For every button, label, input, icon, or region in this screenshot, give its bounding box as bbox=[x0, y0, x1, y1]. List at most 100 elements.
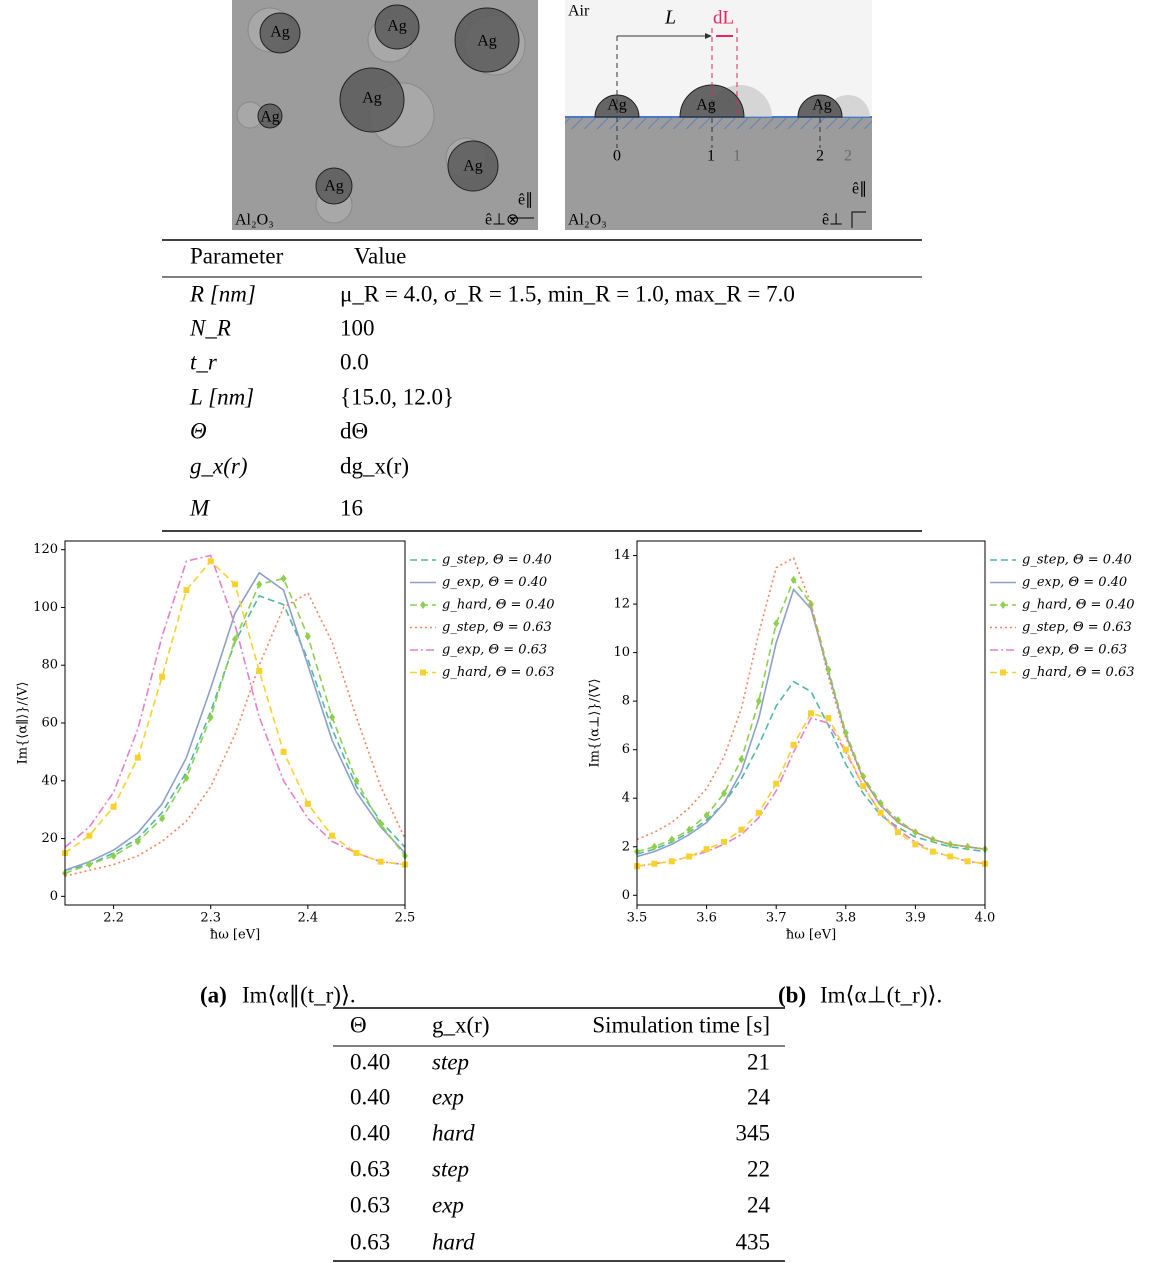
legend-label: g_hard, Θ = 0.63 bbox=[442, 665, 555, 680]
table-cell: exp bbox=[432, 1084, 464, 1109]
table-cell: dg_x(r) bbox=[340, 453, 409, 478]
marker bbox=[183, 587, 190, 594]
marker bbox=[808, 710, 814, 717]
table-cell: step bbox=[432, 1156, 469, 1181]
substrate bbox=[565, 118, 872, 230]
marker bbox=[651, 860, 658, 867]
marker bbox=[183, 773, 190, 782]
marker bbox=[703, 846, 710, 853]
y-tick-label: 40 bbox=[41, 773, 58, 788]
side-view-diagram: Air L dL Ag Ag Ag 0 1 1 2 2 Al₂O₃ ê∥ ê⊥ bbox=[565, 0, 872, 230]
marker bbox=[353, 850, 360, 856]
marker bbox=[420, 601, 426, 609]
y-tick-label: 60 bbox=[41, 716, 58, 731]
y-axis-label: Im{⟨α⊥⟩}/⟨V⟩ bbox=[588, 678, 603, 767]
marker bbox=[721, 838, 727, 845]
table-cell: 24 bbox=[747, 1084, 771, 1109]
legend-label: g_hard, Θ = 0.40 bbox=[442, 598, 555, 613]
marker bbox=[377, 858, 384, 865]
ag-label: Ag bbox=[477, 33, 497, 50]
axis-label: ê⊥ bbox=[822, 212, 843, 229]
table-cell: step bbox=[432, 1049, 469, 1074]
marker bbox=[895, 829, 901, 836]
legend-label: g_exp, Θ = 0.40 bbox=[442, 575, 547, 590]
legend-label: g_hard, Θ = 0.40 bbox=[1022, 598, 1135, 613]
table-cell: 0.0 bbox=[340, 349, 369, 374]
ag-label: Ag bbox=[270, 24, 290, 41]
marker bbox=[329, 713, 336, 722]
table-cell: dΘ bbox=[340, 418, 368, 443]
y-tick-label: 6 bbox=[622, 742, 630, 757]
table-cell: 16 bbox=[340, 495, 363, 520]
marker bbox=[825, 715, 832, 722]
series-line bbox=[64, 560, 406, 866]
table-cell: Θ bbox=[190, 418, 207, 443]
table-cell: hard bbox=[432, 1229, 475, 1254]
marker bbox=[755, 809, 762, 816]
y-tick-label: 12 bbox=[613, 597, 630, 612]
substrate-label: Al₂O₃ bbox=[568, 212, 607, 229]
x-tick-label: 2.2 bbox=[103, 911, 124, 926]
marker bbox=[929, 848, 936, 855]
table-cell: 24 bbox=[747, 1192, 771, 1217]
y-tick-label: 80 bbox=[41, 658, 58, 673]
marker bbox=[207, 558, 214, 565]
shift-lines bbox=[711, 28, 738, 117]
l-arrow-head bbox=[705, 33, 712, 39]
marker bbox=[377, 820, 384, 829]
table-cell: 345 bbox=[736, 1120, 771, 1145]
caption: Im⟨α⊥(t_r)⟩. bbox=[820, 982, 942, 1007]
table-cell: M bbox=[189, 495, 211, 520]
marker bbox=[825, 665, 832, 674]
hatch bbox=[565, 117, 872, 129]
ag-label: Ag bbox=[362, 90, 382, 107]
index-label: 2 bbox=[844, 148, 852, 165]
y-tick-label: 0 bbox=[50, 889, 58, 904]
marker bbox=[86, 832, 93, 839]
arrow bbox=[851, 211, 866, 228]
x-tick-label: 3.8 bbox=[835, 911, 856, 926]
y-tick-label: 4 bbox=[622, 791, 630, 806]
marker bbox=[1000, 669, 1006, 676]
marker bbox=[110, 803, 117, 810]
marker bbox=[877, 799, 884, 808]
legend-label: g_exp, Θ = 0.40 bbox=[1022, 575, 1127, 590]
marker bbox=[686, 825, 693, 834]
marker bbox=[280, 748, 287, 755]
table-cell: 0.40 bbox=[350, 1120, 390, 1145]
index-label: 2 bbox=[816, 148, 824, 165]
series-line bbox=[636, 556, 986, 850]
x-tick-label: 2.5 bbox=[395, 911, 416, 926]
y-tick-label: 2 bbox=[622, 839, 630, 854]
marker bbox=[773, 619, 780, 628]
table-cell: μ_R = 4.0, σ_R = 1.5, min_R = 1.0, max_R… bbox=[340, 281, 795, 306]
ag-label: Ag bbox=[812, 97, 832, 114]
table-header: Simulation time [s] bbox=[592, 1012, 770, 1037]
marker bbox=[790, 741, 797, 748]
y-tick-label: 8 bbox=[622, 694, 630, 709]
table-cell: 0.63 bbox=[350, 1192, 390, 1217]
ag-particles bbox=[594, 84, 843, 118]
marker bbox=[280, 574, 287, 583]
legend-label: g_exp, Θ = 0.63 bbox=[1022, 643, 1127, 658]
table-header: Value bbox=[354, 243, 406, 268]
x-tick-label: 3.6 bbox=[696, 911, 717, 926]
chart: 0 2 4 6 8 10 12 14 3.5 3.6 3.7 3.8 3.9 4.0 ħω [eV] Im{⟨… bbox=[588, 540, 1135, 1007]
x-axis-label: ħω [eV] bbox=[786, 928, 836, 943]
plot-frame bbox=[636, 540, 986, 906]
y-tick-label: 120 bbox=[33, 542, 58, 557]
x-tick-label: 2.4 bbox=[298, 911, 319, 926]
table-cell: 435 bbox=[736, 1229, 771, 1254]
marker bbox=[159, 673, 166, 680]
marker bbox=[790, 575, 797, 584]
marker bbox=[1000, 601, 1006, 609]
series-line bbox=[64, 554, 406, 866]
table-cell: 21 bbox=[747, 1049, 770, 1074]
marker bbox=[947, 853, 954, 860]
legend-label: g_hard, Θ = 0.63 bbox=[1022, 665, 1135, 680]
axis-label: ê∥ bbox=[852, 181, 867, 198]
x-tick-label: 3.7 bbox=[766, 911, 787, 926]
top-view-diagram: Ag Ag Ag Ag Ag Ag Ag Al₂O₃ ê∥ ê⊥⊗ bbox=[232, 0, 538, 230]
marker bbox=[860, 783, 867, 790]
